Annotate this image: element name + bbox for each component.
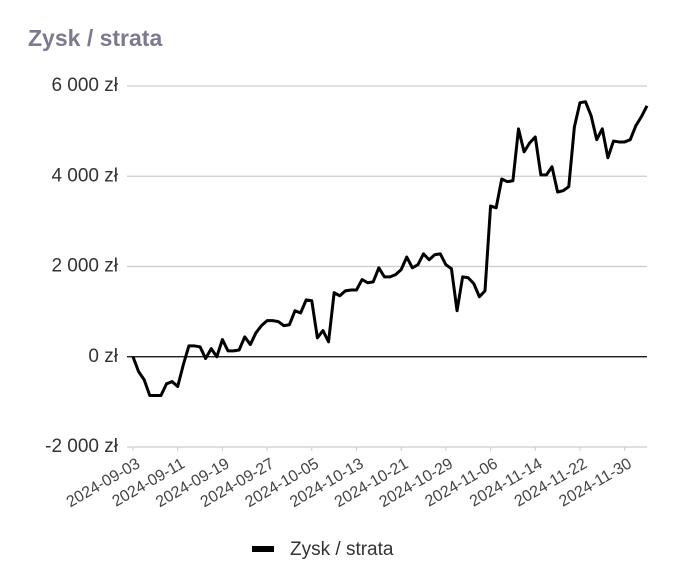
y-tick-label: 2 000 zł	[51, 256, 118, 277]
chart-title: Zysk / strata	[28, 25, 162, 51]
y-tick-label: 6 000 zł	[51, 75, 118, 96]
legend-swatch	[252, 546, 274, 552]
y-tick-label: 4 000 zł	[51, 165, 118, 186]
y-tick-label: -2 000 zł	[45, 436, 119, 457]
legend-label: Zysk / strata	[290, 539, 394, 560]
y-tick-label: 0 zł	[88, 346, 118, 367]
series-line	[131, 100, 649, 398]
